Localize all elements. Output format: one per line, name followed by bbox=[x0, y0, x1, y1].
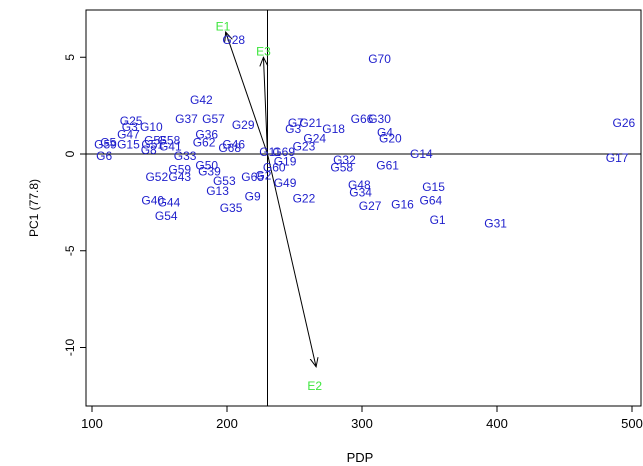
genotype-label-g22: G22 bbox=[293, 192, 316, 206]
genotype-label-g53: G53 bbox=[213, 174, 236, 188]
environment-label-e1: E1 bbox=[216, 19, 231, 33]
genotype-label-g10: G10 bbox=[140, 120, 163, 134]
genotype-label-g8: G8 bbox=[141, 143, 157, 157]
y-axis: 5 0 -5 -10 bbox=[63, 54, 86, 357]
vector-e3 bbox=[263, 57, 267, 155]
environment-labels: E1 E3 E2 bbox=[216, 19, 323, 393]
genotype-label-g40: G40 bbox=[141, 193, 164, 207]
genotype-label-g24: G24 bbox=[303, 132, 326, 146]
genotype-label-g42: G42 bbox=[190, 93, 213, 107]
genotype-label-g30: G30 bbox=[368, 112, 391, 126]
x-tick-label: 100 bbox=[81, 416, 103, 431]
genotype-label-g62: G62 bbox=[193, 135, 216, 149]
environment-label-e2: E2 bbox=[307, 379, 322, 393]
genotype-label-g54: G54 bbox=[155, 209, 178, 223]
genotype-label-g35: G35 bbox=[220, 201, 243, 215]
genotype-label-g13: G13 bbox=[206, 184, 229, 198]
y-tick-label: -5 bbox=[63, 245, 77, 256]
genotype-label-g43b: G3 bbox=[122, 120, 138, 134]
genotype-label-g28: G28 bbox=[222, 33, 245, 47]
genotype-label-g61: G61 bbox=[376, 159, 399, 173]
plot-frame bbox=[85, 9, 642, 407]
genotype-label-g57: G57 bbox=[202, 112, 225, 126]
x-tick-label: 400 bbox=[486, 416, 508, 431]
genotype-label-g23: G23 bbox=[293, 139, 316, 153]
genotype-label-g70: G70 bbox=[368, 52, 391, 66]
vector-e2 bbox=[267, 153, 317, 367]
genotype-label-g14: G14 bbox=[410, 147, 433, 161]
genotype-label-g15: G15 bbox=[422, 180, 445, 194]
genotype-label-g39: G39 bbox=[198, 164, 221, 178]
genotype-label-g51: G51 bbox=[141, 137, 164, 151]
genotype-label-g36: G36 bbox=[195, 128, 218, 142]
genotype-label-g34: G34 bbox=[349, 186, 372, 200]
x-tick-label: 200 bbox=[216, 416, 238, 431]
genotype-label-g17: G17 bbox=[606, 151, 629, 165]
genotype-label-g6: G6 bbox=[96, 149, 112, 163]
genotype-label-g41: G41 bbox=[159, 139, 182, 153]
genotype-label-g7: G7 bbox=[288, 116, 304, 130]
genotype-label-g52: G52 bbox=[145, 170, 168, 184]
genotype-label-g66: G66 bbox=[351, 112, 374, 126]
genotype-label-g4: G4 bbox=[377, 126, 393, 140]
genotype-label-g16: G16 bbox=[391, 197, 414, 211]
genotype-label-g29: G29 bbox=[232, 118, 255, 132]
genotype-label-g68: G68 bbox=[218, 141, 241, 155]
genotype-label-g20: G20 bbox=[379, 132, 402, 146]
genotype-label-g5: G5 bbox=[100, 135, 116, 149]
genotype-label-g15b: G15 bbox=[117, 137, 140, 151]
genotype-label-g18: G18 bbox=[322, 122, 345, 136]
y-tick-label: 5 bbox=[63, 54, 77, 61]
genotype-label-g2: G2 bbox=[255, 168, 271, 182]
genotype-label-g33: G33 bbox=[174, 149, 197, 163]
genotype-label-g50: G50 bbox=[195, 159, 218, 173]
genotype-label-g58b: G58 bbox=[158, 133, 181, 147]
genotype-label-g1: G1 bbox=[430, 213, 446, 227]
genotype-label-g3: G3 bbox=[285, 122, 301, 136]
genotype-label-g27: G27 bbox=[359, 199, 382, 213]
genotype-label-g31: G31 bbox=[484, 217, 507, 231]
x-axis-label: PDP bbox=[347, 450, 374, 465]
environment-label-e3: E3 bbox=[256, 44, 271, 58]
vector-e1 bbox=[226, 32, 268, 155]
genotype-label-g32: G32 bbox=[333, 153, 356, 167]
y-axis-label: PC1 (77.8) bbox=[27, 179, 41, 237]
genotype-label-g11: G11 bbox=[259, 145, 281, 159]
genotype-label-g26: G26 bbox=[613, 116, 636, 130]
genotype-label-g47: G47 bbox=[117, 128, 140, 142]
genotype-label-g49: G49 bbox=[274, 176, 297, 190]
environment-vectors bbox=[226, 32, 316, 367]
genotype-label-g59b: G59 bbox=[94, 137, 117, 151]
genotype-label-g58: G58 bbox=[330, 161, 353, 175]
y-tick-label: -10 bbox=[63, 339, 77, 357]
genotype-label-g55: G55 bbox=[144, 133, 167, 147]
genotype-label-g25: G25 bbox=[120, 114, 143, 128]
genotype-label-g64: G64 bbox=[420, 193, 443, 207]
genotype-label-g48: G48 bbox=[348, 178, 371, 192]
genotype-label-g60: G60 bbox=[263, 161, 286, 175]
x-tick-label: 300 bbox=[351, 416, 373, 431]
y-tick-label: 0 bbox=[63, 150, 77, 157]
genotype-label-g9: G9 bbox=[245, 190, 261, 204]
genotype-label-g43: G43 bbox=[168, 170, 191, 184]
x-axis: 100 200 300 400 500 bbox=[81, 406, 643, 431]
genotype-label-g19: G19 bbox=[274, 155, 297, 169]
x-tick-label: 500 bbox=[621, 416, 643, 431]
genotype-label-g21: G21 bbox=[299, 116, 322, 130]
genotype-label-g59: G59 bbox=[168, 162, 191, 176]
genotype-label-g37: G37 bbox=[175, 112, 198, 126]
genotype-label-g69: G69 bbox=[272, 145, 295, 159]
genotype-label-g46: G46 bbox=[222, 137, 245, 151]
genotype-label-g44: G44 bbox=[158, 195, 181, 209]
genotype-label-g65: G65 bbox=[241, 170, 264, 184]
